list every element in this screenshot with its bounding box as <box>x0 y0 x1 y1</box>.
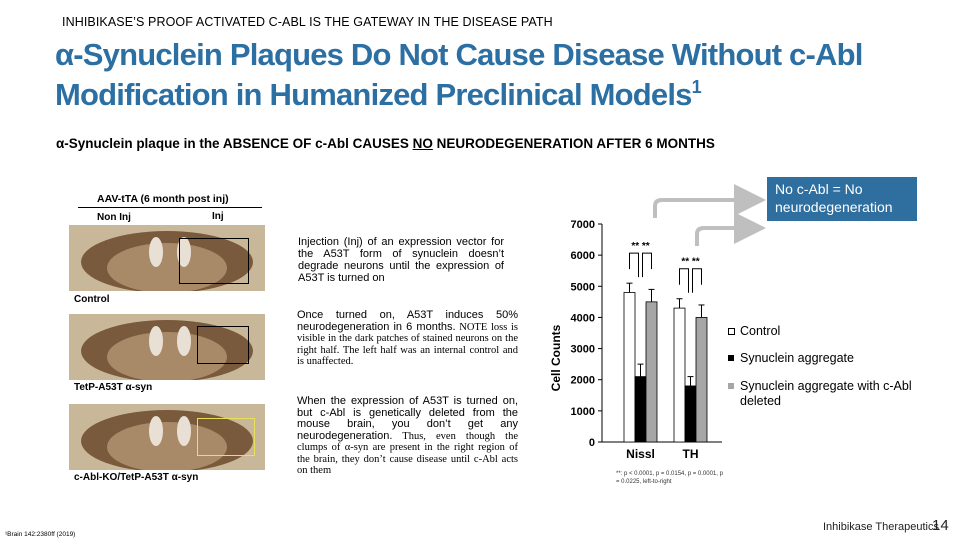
panel-label-cabl-ko: c-Abl-KO/TetP-A53T α-syn <box>74 472 199 483</box>
title-line-1: α-Synuclein Plaques Do Not Cause Disease… <box>55 37 863 72</box>
arrow-nissl <box>653 184 766 218</box>
description-turned-on-main: Once turned on, A53T induces 50% neurode… <box>297 309 518 333</box>
significance-label: ** ** <box>681 257 699 268</box>
legend-swatch-control <box>728 328 735 335</box>
description-turned-on: Once turned on, A53T induces 50% neurode… <box>297 309 518 368</box>
inj-label: Inj <box>212 211 224 222</box>
bar <box>684 385 697 443</box>
legend-swatch-syn-ko <box>728 383 734 389</box>
brain-image-tetp <box>69 314 265 380</box>
bar <box>673 307 686 443</box>
title-superscript: 1 <box>691 77 702 97</box>
panel-label-tetp: TetP-A53T α-syn <box>74 382 153 393</box>
y-axis-label: Cell Counts <box>549 324 563 391</box>
significance-bracket <box>679 268 702 293</box>
y-tick-label: 1000 <box>571 406 595 418</box>
description-turned-on-note: NOTE loss is visible in the dark patches… <box>297 321 518 368</box>
y-tick-label: 0 <box>589 437 595 449</box>
bar <box>695 317 708 443</box>
legend-item-syn-ko: Synuclein aggregate with c-Abl deleted <box>728 379 912 409</box>
subhead-after: NEURODEGENERATION AFTER 6 MONTHS <box>432 136 715 151</box>
brand-name: Inhibikase Therapeutics <box>823 521 939 533</box>
description-injection: Injection (Inj) of an expression vector … <box>298 236 504 284</box>
aav-label: AAV-tTA (6 month post inj) <box>97 193 229 205</box>
legend-item-syn: Synuclein aggregate <box>728 351 854 366</box>
panel-label-control: Control <box>74 294 110 305</box>
description-cabl-deleted: When the expression of A53T is turned on… <box>297 395 518 477</box>
x-tick-label: TH <box>683 447 699 461</box>
y-tick-label: 7000 <box>571 219 595 231</box>
brain-image-cabl-ko <box>69 404 265 470</box>
inj-region-box <box>179 238 249 284</box>
arrow-th <box>695 212 766 246</box>
x-tick-label: Nissl <box>626 447 655 461</box>
y-tick-label: 2000 <box>571 375 595 387</box>
subhead-before: α-Synuclein plaque in the ABSENCE OF c-A… <box>56 136 413 151</box>
eyebrow-text: INHIBIKASE’S PROOF ACTIVATED C-ABL IS TH… <box>62 15 553 29</box>
subheading: α-Synuclein plaque in the ABSENCE OF c-A… <box>56 136 715 151</box>
legend-item-control: Control <box>728 324 781 339</box>
y-tick-label: 4000 <box>571 312 595 324</box>
callout-no-cabl: No c-Abl = No neurodegeneration <box>767 177 917 221</box>
significance-bracket <box>629 252 652 278</box>
legend-swatch-syn <box>728 355 734 361</box>
bar <box>645 301 658 443</box>
slide-title: α-Synuclein Plaques Do Not Cause Disease… <box>55 38 915 111</box>
inj-region-box-yellow <box>197 418 255 456</box>
brain-image-control <box>69 225 265 291</box>
cell-count-chart: 0 1000 2000 3000 4000 5000 6000 7000 Nissl TH **… <box>549 184 766 461</box>
title-line-2: Modification in Humanized Preclinical Mo… <box>55 77 692 112</box>
stats-note: **: p < 0.0001, p = 0.0154, p = 0.0001, … <box>616 471 723 485</box>
y-tick-label: 5000 <box>571 281 595 293</box>
footnote: ¹Brain 142:2380ff (2019) <box>5 531 76 538</box>
legend-label-syn-ko: Synuclein aggregate with c-Abl deleted <box>740 379 912 408</box>
legend-label-control: Control <box>740 324 781 338</box>
y-tick-label: 3000 <box>571 344 595 356</box>
description-cabl-deleted-note: Thus, even though the clumps of α-syn ar… <box>297 430 518 477</box>
description-cabl-deleted-main: When the expression of A53T is turned on… <box>297 395 518 442</box>
subhead-emphasis: NO <box>412 136 433 151</box>
inj-region-box <box>197 326 249 364</box>
noninj-label: Non Inj <box>97 212 131 223</box>
bar <box>623 292 636 443</box>
bar <box>634 376 647 443</box>
legend-label-syn: Synuclein aggregate <box>740 351 854 365</box>
significance-label: ** ** <box>631 241 649 252</box>
aav-divider <box>78 207 262 208</box>
page-number: 14 <box>932 517 949 534</box>
y-tick-label: 6000 <box>571 250 595 262</box>
